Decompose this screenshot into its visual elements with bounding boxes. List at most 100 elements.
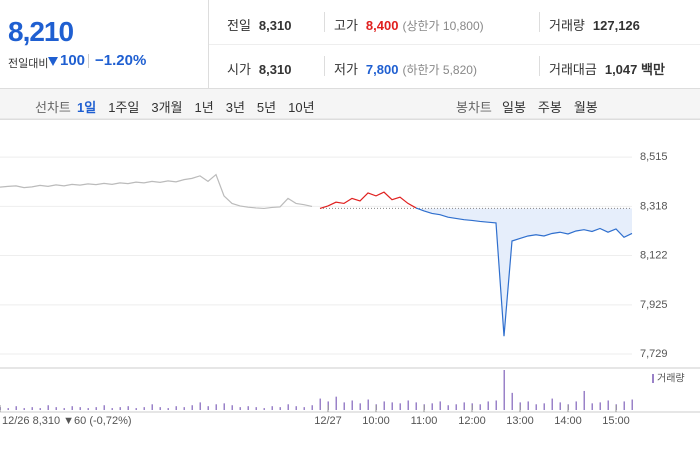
price-box: 8,210 전일대비 100 −1.20% (0, 0, 209, 88)
price-line (319, 191, 417, 209)
period-tab[interactable]: 5년 (256, 100, 277, 115)
volume-bar (23, 408, 25, 410)
volume-bar (607, 400, 609, 410)
period-tab[interactable]: 3년 (225, 100, 245, 115)
y-tick-label: 7,729 (640, 348, 668, 360)
periods: 1일 1주일 3개월 1년 3년 5년 10년 (77, 97, 327, 116)
volume-bar (95, 407, 97, 410)
volume-bar (335, 396, 337, 410)
volume-bar (39, 408, 41, 410)
volume-bar (303, 407, 305, 410)
volume-bar (391, 402, 393, 410)
price-line (0, 173, 313, 210)
volume-bar (559, 402, 561, 410)
stat-label: 전일 (227, 18, 251, 33)
volume-bar (15, 406, 17, 410)
divider (324, 56, 325, 76)
volume-bar (575, 401, 577, 410)
candle-tab[interactable]: 일봉 (502, 100, 526, 115)
volume-bar (311, 405, 313, 410)
period-tab[interactable]: 1주일 (108, 100, 140, 115)
y-tick-label: 7,925 (640, 299, 668, 311)
stat-label: 저가 (334, 62, 358, 77)
x-tick-label: 11:00 (411, 415, 438, 427)
volume-bar (175, 406, 177, 410)
volume-bar (263, 408, 265, 410)
stat-value: 8,400 (365, 18, 399, 33)
stat: 거래량 127,126 (549, 15, 640, 34)
x-tick-label: 15:00 (602, 415, 630, 427)
divider (539, 12, 540, 32)
x-tick-label: 12:00 (458, 415, 486, 427)
volume-bar (7, 408, 9, 410)
change: 100 (60, 52, 86, 69)
volume-bar (447, 405, 449, 410)
x-tick-label: 12/27 (314, 415, 342, 427)
divider (88, 54, 89, 68)
volume-bar (63, 408, 65, 410)
volume-bar (135, 408, 137, 410)
candle-label: 봉차트 (456, 100, 492, 115)
volume-bar (415, 402, 417, 410)
price-line (415, 207, 633, 337)
period-tab[interactable]: 3개월 (151, 100, 183, 115)
volume-bar (47, 405, 49, 410)
stat: 저가 7,800 (하한가 5,820) (334, 59, 477, 78)
volume-bar (55, 407, 57, 410)
volume-bar (583, 390, 585, 410)
volume-bar (399, 403, 401, 410)
y-tick-label: 8,122 (640, 249, 668, 261)
volume-bar (31, 407, 33, 410)
stat-note: (하한가 5,820) (402, 63, 477, 77)
stat-value: 8,310 (258, 18, 292, 33)
period-tab[interactable]: 1년 (194, 100, 214, 115)
volume-bar (551, 398, 553, 410)
volume-bar (487, 401, 489, 410)
volume-bar (631, 399, 633, 410)
volume-bar (367, 399, 369, 410)
volume-bar (463, 402, 465, 410)
volume-bar (343, 402, 345, 410)
stat-value: 7,800 (365, 62, 399, 77)
volume-bar (183, 407, 185, 410)
candle-tab[interactable]: 주봉 (537, 100, 562, 115)
volume-bar (535, 404, 537, 410)
volume-bar (623, 401, 625, 410)
volume-bar (527, 401, 529, 410)
rate: −1.20% (95, 52, 147, 69)
volume-bar (111, 408, 113, 410)
divider (324, 12, 325, 32)
chart: 8,515 8,318 8,122 7,925 7,729 거래량 12/26 8,310 … (0, 118, 700, 427)
volume-bar (511, 392, 513, 410)
volume-bar (503, 370, 505, 410)
volume-bar (439, 401, 441, 410)
volume-bar (87, 408, 89, 410)
legend-label: 거래량 (657, 373, 685, 385)
line-label: 선차트 (35, 100, 71, 115)
candle-tab[interactable]: 월봉 (573, 100, 598, 115)
volume-bar (103, 405, 105, 410)
volume-bar (159, 407, 161, 410)
volume-bar (223, 403, 225, 410)
volume-bar (543, 403, 545, 410)
volume-bar (199, 402, 201, 410)
volume-bar (71, 406, 73, 410)
volume-bar (279, 407, 281, 410)
tab-bar: 선차트 1일 1주일 3개월 1년 3년 5년 10년 봉차트 일봉 주봉 월봉 (0, 88, 700, 120)
volume-bar (271, 406, 273, 410)
stat-label: 거래량 (549, 18, 585, 33)
stat-note: (상한가 10,800) (402, 19, 484, 33)
change-label: 전일대비 (8, 58, 49, 70)
volume-bar (495, 400, 497, 410)
stat-value: 8,310 (258, 62, 292, 77)
candles: 일봉 주봉 월봉 (502, 97, 610, 116)
volume-bar (431, 403, 433, 410)
volume-bar (599, 402, 601, 410)
period-tab[interactable]: 1일 (77, 100, 97, 115)
volume-bar (407, 400, 409, 410)
y-tick-label: 8,515 (640, 151, 668, 163)
divider (209, 44, 700, 45)
period-tab[interactable]: 10년 (288, 100, 315, 115)
stat: 시가 8,310 (227, 59, 291, 78)
